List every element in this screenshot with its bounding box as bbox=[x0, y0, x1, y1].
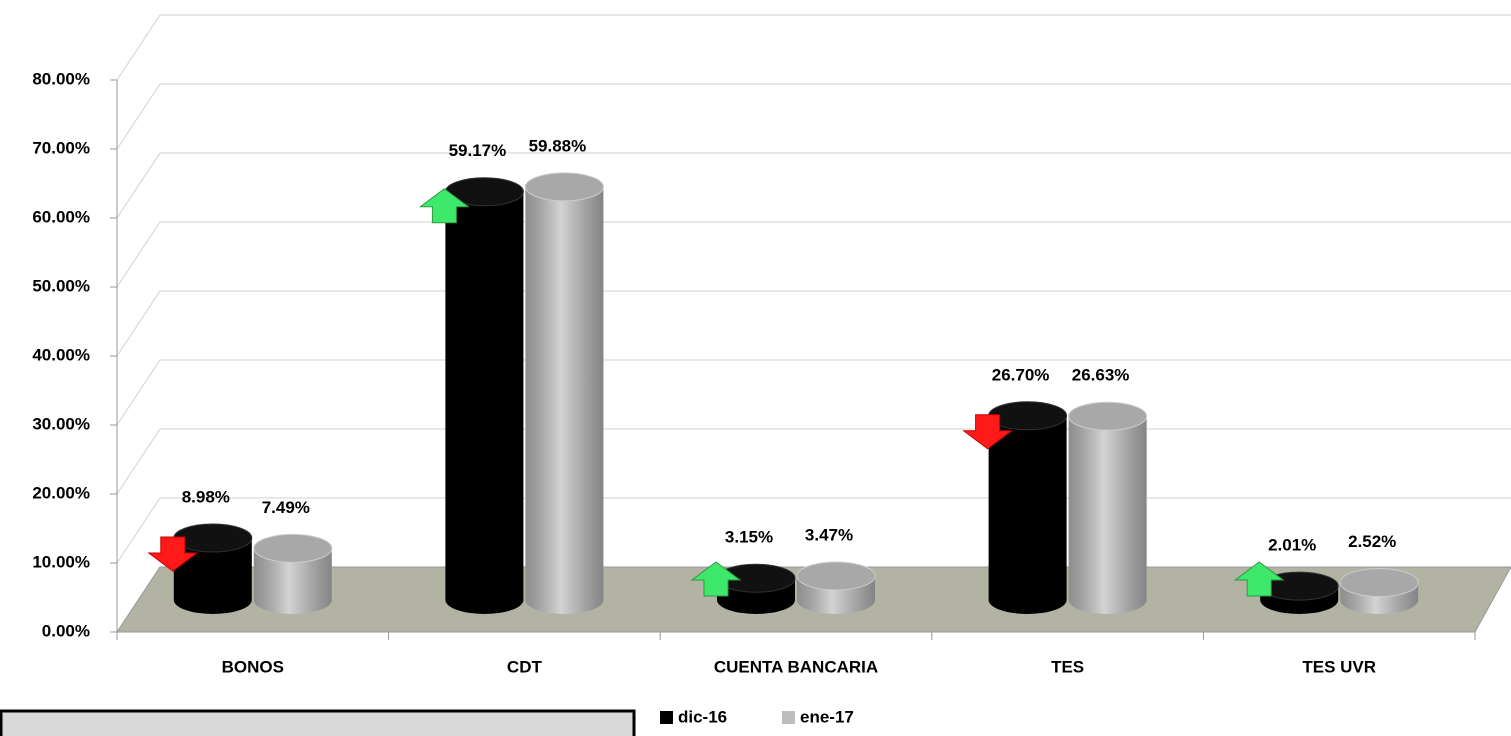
grid-diagonal bbox=[116, 290, 161, 357]
grid-diagonal bbox=[116, 14, 161, 81]
cylinder bbox=[445, 191, 524, 615]
legend-label: dic-16 bbox=[678, 707, 727, 726]
legend-swatch bbox=[782, 711, 795, 724]
legend-label: ene-17 bbox=[800, 707, 854, 726]
cylinder-shade bbox=[525, 186, 604, 614]
cylinder-top bbox=[173, 523, 253, 553]
value-label: 8.98% bbox=[182, 488, 230, 507]
cylinder-shade bbox=[253, 548, 332, 614]
value-label: 2.52% bbox=[1348, 532, 1396, 551]
cylinder-shade bbox=[1068, 416, 1147, 614]
cylinder-top bbox=[988, 401, 1068, 431]
y-tick-label: 20.00% bbox=[32, 483, 90, 502]
value-label: 3.47% bbox=[805, 526, 853, 545]
cylinder-top bbox=[524, 172, 604, 202]
value-label: 26.63% bbox=[1072, 366, 1130, 385]
x-tick-label: CDT bbox=[507, 657, 543, 676]
y-tick-label: 60.00% bbox=[32, 207, 90, 226]
value-label: 7.49% bbox=[262, 498, 310, 517]
y-tick-label: 0.00% bbox=[42, 621, 90, 640]
change-arrow bbox=[1233, 561, 1285, 597]
legend-swatch bbox=[660, 711, 673, 724]
grid-diagonal bbox=[116, 497, 161, 564]
x-tick-label: TES bbox=[1051, 657, 1084, 676]
grid-diagonal bbox=[116, 83, 161, 150]
cylinder-top bbox=[1339, 568, 1419, 598]
change-arrow bbox=[418, 188, 470, 224]
y-tick-label: 50.00% bbox=[32, 276, 90, 295]
grid-diagonal bbox=[116, 428, 161, 495]
change-arrow bbox=[690, 561, 742, 597]
y-tick-label: 10.00% bbox=[32, 552, 90, 571]
y-tick-label: 70.00% bbox=[32, 138, 90, 157]
grid-diagonal bbox=[116, 152, 161, 219]
grid-diagonal bbox=[116, 221, 161, 288]
text-box bbox=[0, 709, 636, 736]
cylinder-top bbox=[796, 561, 876, 591]
cylinder bbox=[173, 538, 252, 614]
cylinder bbox=[988, 415, 1067, 614]
value-label: 2.01% bbox=[1268, 536, 1316, 555]
cylinder-top bbox=[253, 533, 333, 563]
x-tick-label: CUENTA BANCARIA bbox=[714, 657, 878, 676]
y-tick-label: 30.00% bbox=[32, 414, 90, 433]
cylinder-top bbox=[1068, 401, 1148, 431]
value-label: 59.88% bbox=[529, 136, 587, 155]
y-tick-label: 40.00% bbox=[32, 345, 90, 364]
value-label: 26.70% bbox=[992, 365, 1050, 384]
x-tick-label: BONOS bbox=[222, 657, 284, 676]
x-tick-label: TES UVR bbox=[1302, 657, 1376, 676]
value-label: 3.15% bbox=[725, 528, 773, 547]
change-arrow bbox=[147, 536, 199, 572]
value-label: 59.17% bbox=[449, 141, 507, 160]
change-arrow bbox=[962, 414, 1014, 450]
grid-diagonal bbox=[116, 359, 161, 426]
y-tick-label: 80.00% bbox=[32, 69, 90, 88]
